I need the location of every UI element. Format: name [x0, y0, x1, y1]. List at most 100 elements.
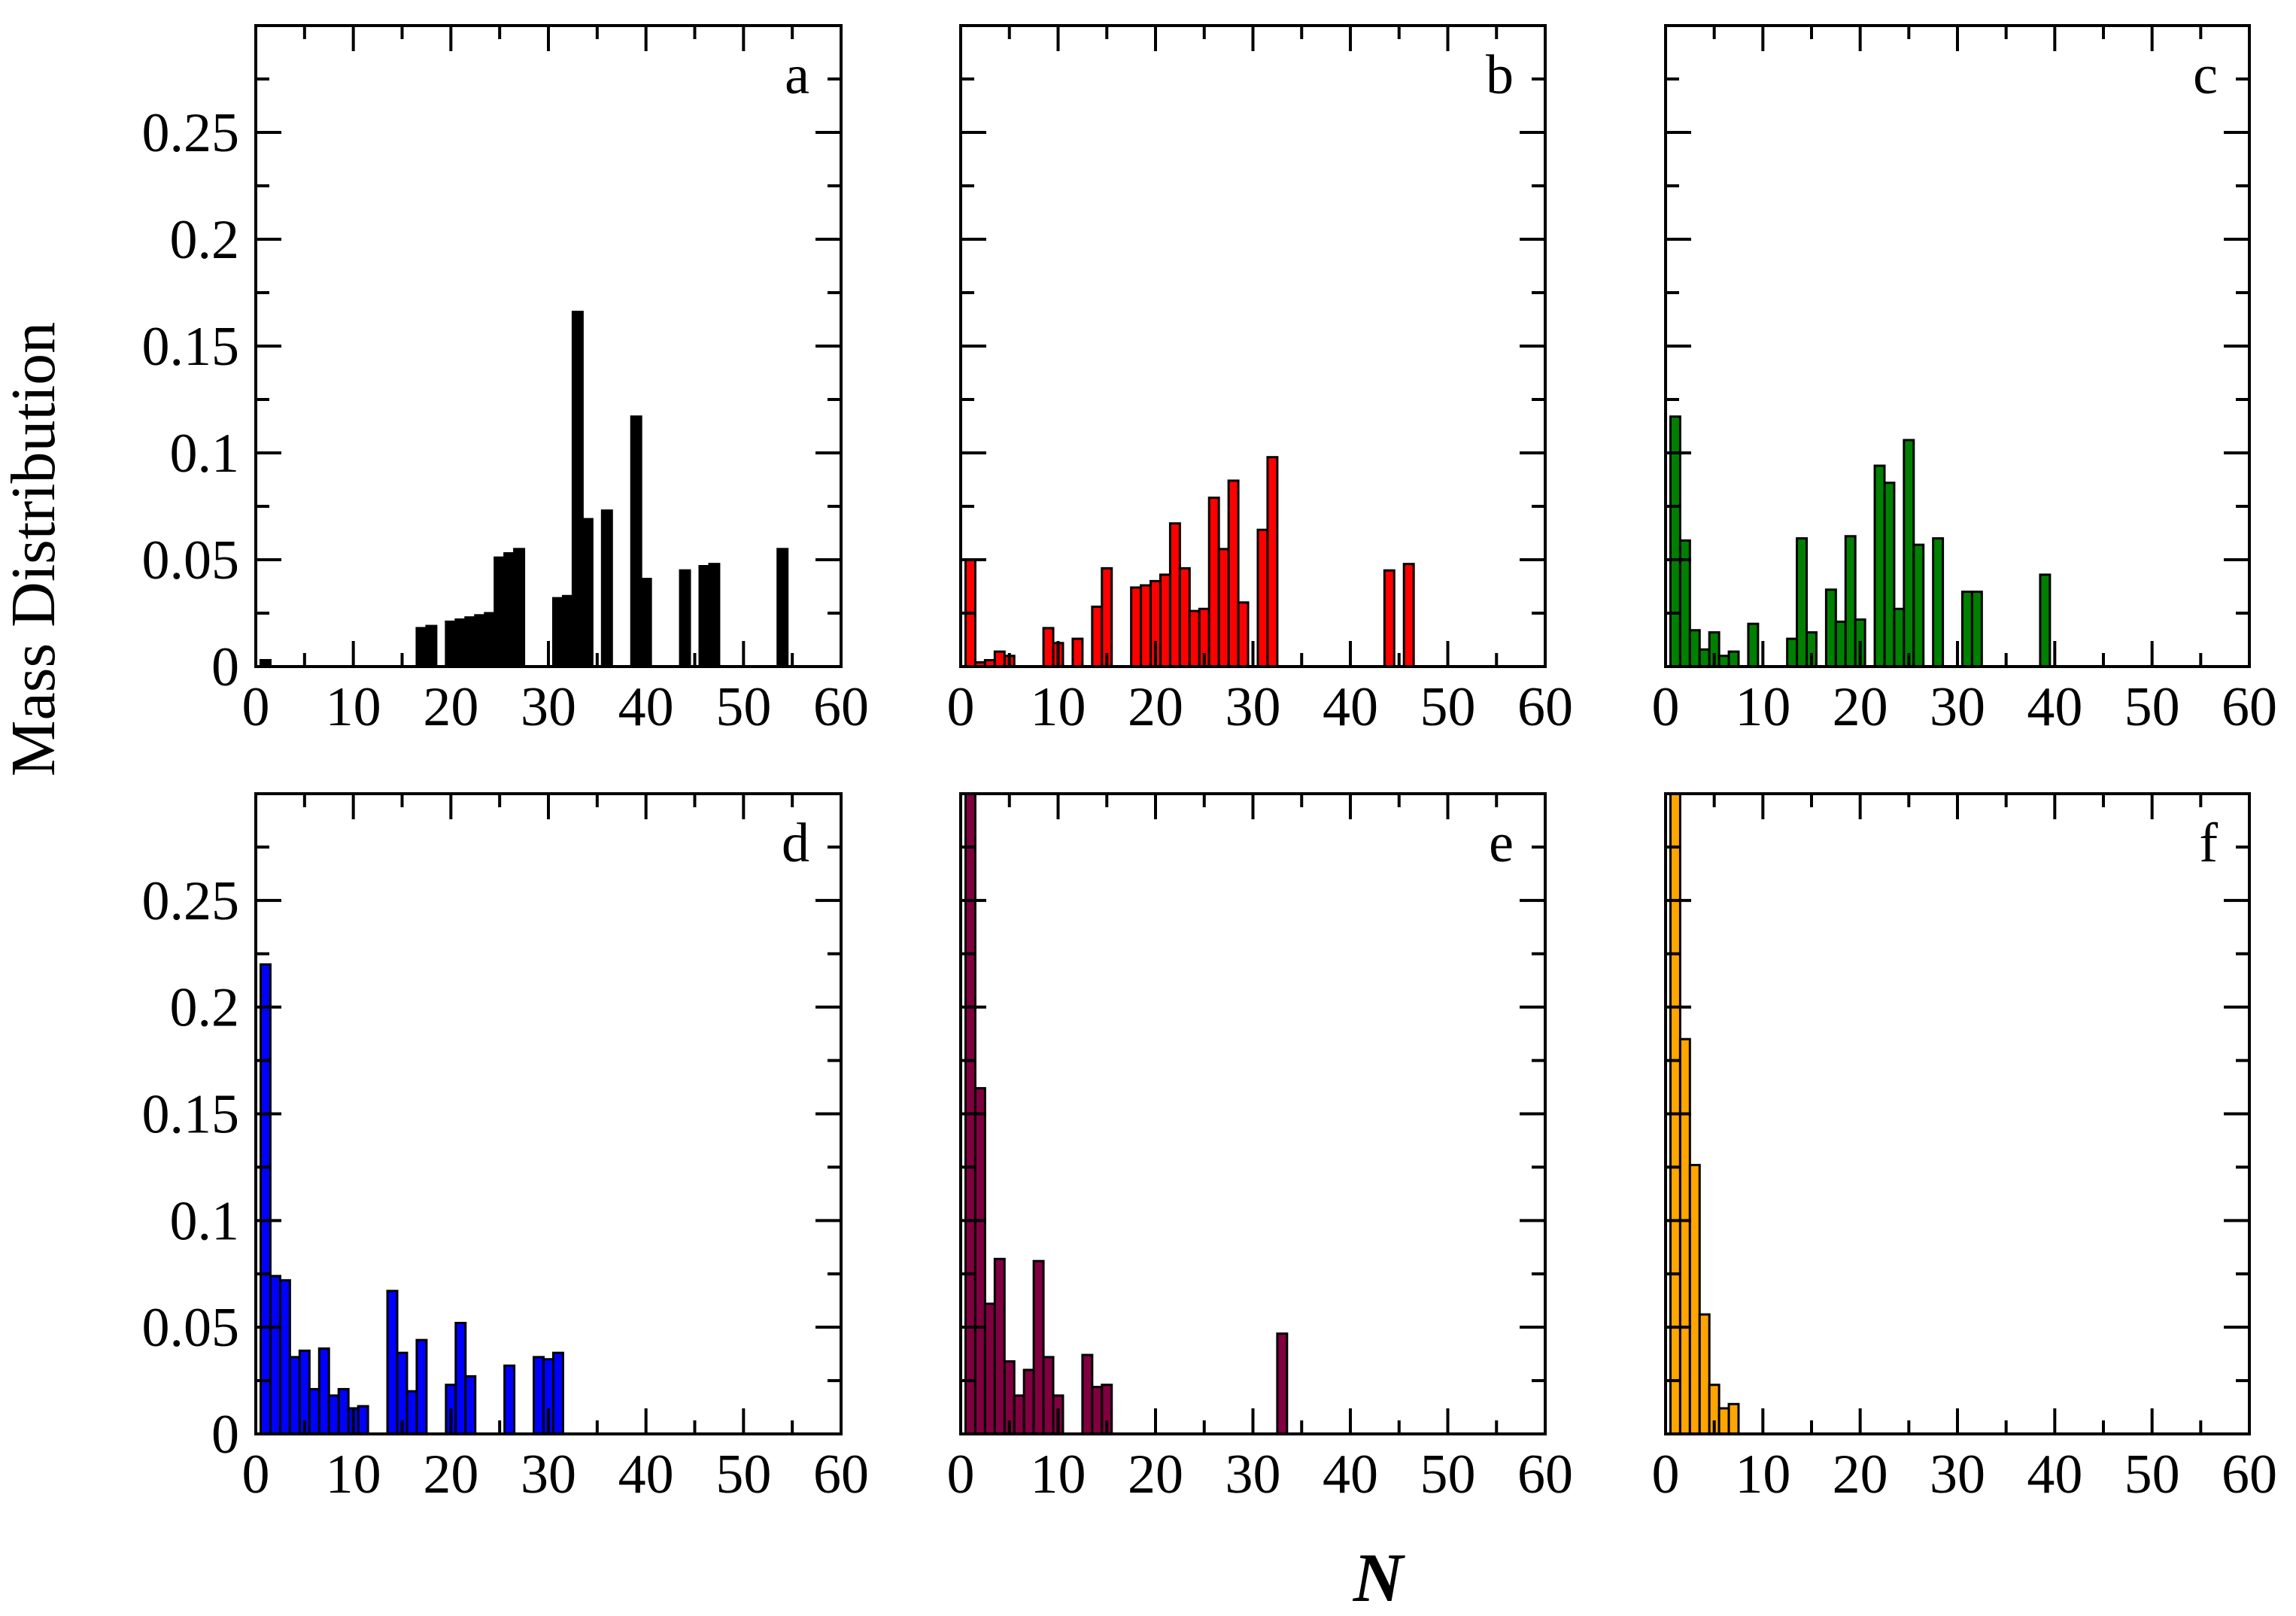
- x-tick-label: 0: [947, 1444, 975, 1505]
- bar-a-23: [474, 614, 487, 668]
- x-tick-label: 60: [1517, 676, 1573, 738]
- bar-d-21: [454, 1321, 467, 1435]
- x-tick-label: 60: [813, 1444, 869, 1505]
- bar-a-21: [454, 618, 467, 668]
- x-tick-label: 30: [1930, 676, 1985, 738]
- bar-d-11: [357, 1405, 369, 1435]
- bar-b-14: [1091, 605, 1104, 668]
- panel-e: 0 10 20 30 40 50 60 e: [947, 792, 1573, 1505]
- bar-e-6: [1013, 1394, 1025, 1435]
- bar-c-32: [1970, 591, 1983, 668]
- bar-d-8: [327, 1394, 340, 1435]
- x-tick-label: 10: [1031, 1444, 1086, 1505]
- bar-a-31: [551, 597, 564, 668]
- bar-d-16: [405, 1390, 418, 1435]
- x-tick-label: 10: [1735, 676, 1790, 738]
- bar-c-25: [1903, 439, 1915, 668]
- bar-a-24: [484, 612, 497, 668]
- bar-f-4: [1698, 1313, 1711, 1435]
- bar-b-44: [1383, 569, 1396, 668]
- y-tick-label: 0.05: [142, 1297, 240, 1359]
- bar-e-13: [1081, 1353, 1094, 1435]
- x-tick-label: 50: [1420, 1444, 1476, 1505]
- bar-d-2: [269, 1274, 281, 1435]
- bar-a-44: [679, 569, 691, 668]
- x-tick-label: 0: [242, 676, 270, 738]
- y-tick-label: 0.1: [170, 423, 240, 484]
- bar-d-22: [464, 1375, 477, 1435]
- x-tick-label: 60: [813, 676, 869, 738]
- panel-b: 0 10 20 30 40 50 60 b: [947, 24, 1573, 738]
- bar-b-29: [1237, 601, 1250, 668]
- x-tick-label: 10: [1031, 676, 1086, 738]
- bar-b-31: [1256, 528, 1269, 668]
- bar-a-32: [561, 594, 574, 668]
- bar-b-19: [1140, 584, 1153, 668]
- bar-a-17: [415, 627, 428, 668]
- bar-c-39: [2039, 573, 2052, 668]
- bar-c-31: [1960, 591, 1973, 668]
- bar-b-46: [1402, 563, 1415, 668]
- y-tick-label: 0: [211, 1404, 239, 1466]
- bar-d-6: [308, 1387, 320, 1435]
- bar-b-27: [1217, 548, 1230, 668]
- bar-b-26: [1207, 497, 1220, 668]
- bar-a-33: [571, 311, 584, 668]
- x-tick-label: 30: [521, 676, 576, 738]
- bar-a-46: [698, 565, 711, 668]
- y-tick-label: 0.2: [170, 209, 240, 271]
- bar-a-25: [494, 556, 506, 668]
- bar-e-14: [1091, 1386, 1104, 1435]
- plot-frame-d: [254, 792, 843, 1435]
- bar-e-7: [1022, 1368, 1035, 1435]
- bar-a-22: [464, 616, 477, 668]
- bar-c-23: [1883, 481, 1896, 668]
- bar-d-4: [288, 1356, 301, 1435]
- panel-label: b: [1486, 44, 1514, 106]
- x-tick-label: 40: [2027, 676, 2082, 738]
- bar-d-26: [503, 1364, 516, 1435]
- bar-a-18: [425, 624, 438, 668]
- y-tick-label: 0.25: [142, 870, 240, 932]
- x-tick-label: 50: [715, 676, 771, 738]
- x-tick-label: 30: [1225, 1444, 1281, 1505]
- panel-f: 0 10 20 30 40 50 60 f: [1652, 792, 2277, 1505]
- x-tick-label: 30: [1930, 1444, 1985, 1505]
- x-tick-label: 0: [1652, 1444, 1680, 1505]
- y-axis-title: Mass Distribution: [0, 322, 68, 776]
- x-tick-label: 50: [1420, 676, 1476, 738]
- x-tick-label: 40: [1323, 1444, 1378, 1505]
- panel-label: a: [785, 44, 809, 106]
- x-tick-label: 20: [1128, 1444, 1183, 1505]
- x-tick-label: 0: [242, 1444, 270, 1505]
- bar-c-19: [1844, 535, 1857, 668]
- bar-d-9: [337, 1387, 350, 1435]
- bar-c-7: [1727, 650, 1740, 668]
- x-tick-label: 10: [326, 676, 381, 738]
- x-tick-label: 30: [1225, 676, 1281, 738]
- bar-b-32: [1266, 456, 1279, 668]
- bar-c-13: [1786, 637, 1799, 668]
- bar-d-7: [317, 1347, 330, 1435]
- bar-b-24: [1188, 609, 1201, 668]
- bar-c-24: [1893, 607, 1906, 668]
- bar-c-3: [1688, 629, 1701, 668]
- plot-frame-c: [1664, 24, 2251, 668]
- plot-frame-f: [1664, 792, 2251, 1435]
- bar-d-29: [533, 1356, 545, 1435]
- bar-a-34: [581, 518, 594, 668]
- x-tick-label: 0: [947, 676, 975, 738]
- x-tick-label: 50: [715, 1444, 771, 1505]
- x-tick-label: 20: [423, 676, 478, 738]
- panel-a: 0 10 20 30 40 50 60 0 0.05 0.1 0.15 0.2 0.25 a: [142, 24, 869, 738]
- bar-e-2: [973, 1086, 986, 1435]
- y-tick-label: 0: [211, 636, 239, 698]
- bar-d-3: [278, 1279, 291, 1435]
- x-tick-label: 40: [618, 1444, 674, 1505]
- bar-c-9: [1747, 622, 1760, 668]
- bar-b-18: [1130, 586, 1143, 668]
- bar-a-36: [600, 509, 613, 668]
- x-tick-label: 40: [2027, 1444, 2082, 1505]
- x-tick-label: 60: [1517, 1444, 1573, 1505]
